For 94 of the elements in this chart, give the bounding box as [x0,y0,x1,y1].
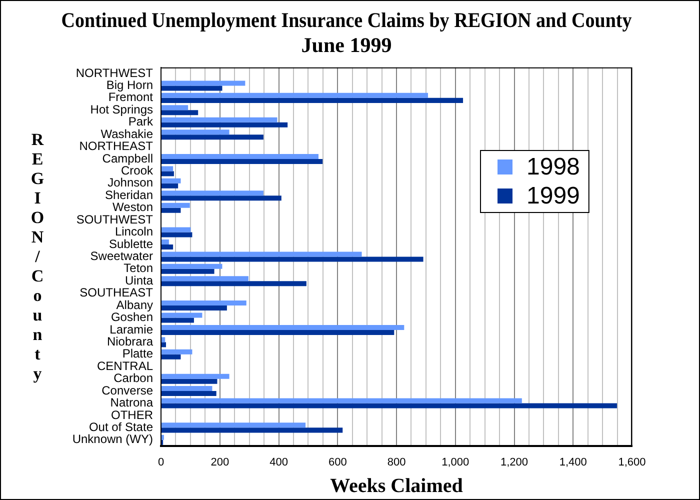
y-tick-label: Johnson [108,176,153,190]
bar [162,428,343,433]
bar [162,190,264,196]
y-tick-label: Sheridan [104,188,153,202]
x-axis-title: Weeks Claimed [330,475,463,498]
y-tick-label: Big Horn [106,78,153,92]
y-tick-label: Sublette [108,236,154,251]
y-tick-label: Albany [116,298,153,312]
bar [162,244,174,250]
chart-title: Continued Unemployment Insurance Claims by REGION and County [61,9,632,32]
bar [162,208,181,213]
bar [162,86,222,91]
y-tick-label: NORTHWEST [76,66,154,80]
bar [162,398,522,404]
bar [162,300,246,306]
y-tick-label: Carbon [114,371,153,386]
y-tick-label: SOUTHEAST [80,286,154,300]
bar [162,80,246,86]
bar [162,183,178,188]
y-tick-label: Sweetwater [90,249,153,264]
bar [162,306,227,311]
x-tick-label: 200 [210,456,230,469]
y-tick-label: Unknown (WY) [72,432,153,446]
x-tick-label: 1,000 [442,456,470,469]
bar [162,130,230,135]
y-tick-label: NORTHEAST [79,139,154,154]
y-tick-label: Niobrara [106,334,154,349]
bar [162,239,169,244]
bar [162,378,218,384]
bar [162,227,191,232]
bar [162,134,264,140]
y-tick-label: Laramie [110,322,154,336]
legend-label: 1999 [526,182,580,210]
y-tick-label: Goshen [110,310,153,324]
bar [162,422,306,428]
bar [162,386,212,392]
bar [162,196,282,201]
y-tick-label: Platte [122,346,154,361]
bar [162,256,424,262]
bar [162,154,318,159]
bar [162,403,617,408]
legend-label: 1998 [526,154,580,181]
x-tick-label: 1,400 [559,456,587,469]
x-tick-label: 1,200 [500,456,528,469]
x-tick-label: 800 [387,456,406,469]
bar [162,337,166,342]
y-tick-label: Hot Springs [90,102,153,116]
x-tick-label: 400 [270,456,288,469]
bar [162,171,174,176]
bar [162,391,216,396]
bar [162,117,278,122]
bar [162,330,394,335]
x-tick-label: 0 [158,456,164,469]
bar [162,105,188,110]
bar [162,92,428,98]
y-tick-label: Park [128,114,154,129]
y-tick-label: Uinta [124,273,154,288]
y-tick-label: Campbell [102,151,153,166]
bar [162,268,214,274]
x-tick-label: 1,600 [618,456,646,469]
bar [162,324,404,330]
x-tick-label: 600 [328,456,347,469]
y-tick-label: Natrona [110,396,154,410]
y-tick-label: Weston [112,200,153,214]
y-tick-label: Washakie [100,126,154,141]
y-tick-label: Out of State [88,420,154,434]
y-tick-label: Fremont [108,90,154,104]
bar [162,98,464,103]
bar [162,110,198,116]
bar [162,122,288,128]
y-axis-title: REGION/County [28,130,47,384]
bar [162,342,166,348]
y-tick-label: Converse [102,383,154,398]
bar [162,354,181,360]
y-tick-label: Crook [120,164,154,178]
y-tick-label: Teton [124,261,153,276]
chart-subtitle: June 1999 [301,33,392,58]
bar [162,312,202,318]
y-tick-label: OTHER [111,408,154,422]
bar [162,349,192,354]
y-tick-label: SOUTHWEST [76,212,154,226]
bar [162,374,230,379]
y-tick-label: Lincoln [114,224,153,239]
bar [162,252,362,257]
bar [162,178,181,184]
bar [162,166,174,172]
y-tick-label: CENTRAL [96,358,154,373]
bar [162,202,190,208]
bar [162,264,222,269]
bar [162,281,306,286]
bar [162,232,192,238]
bar [162,276,248,282]
bar [162,318,194,323]
bar [162,158,323,164]
